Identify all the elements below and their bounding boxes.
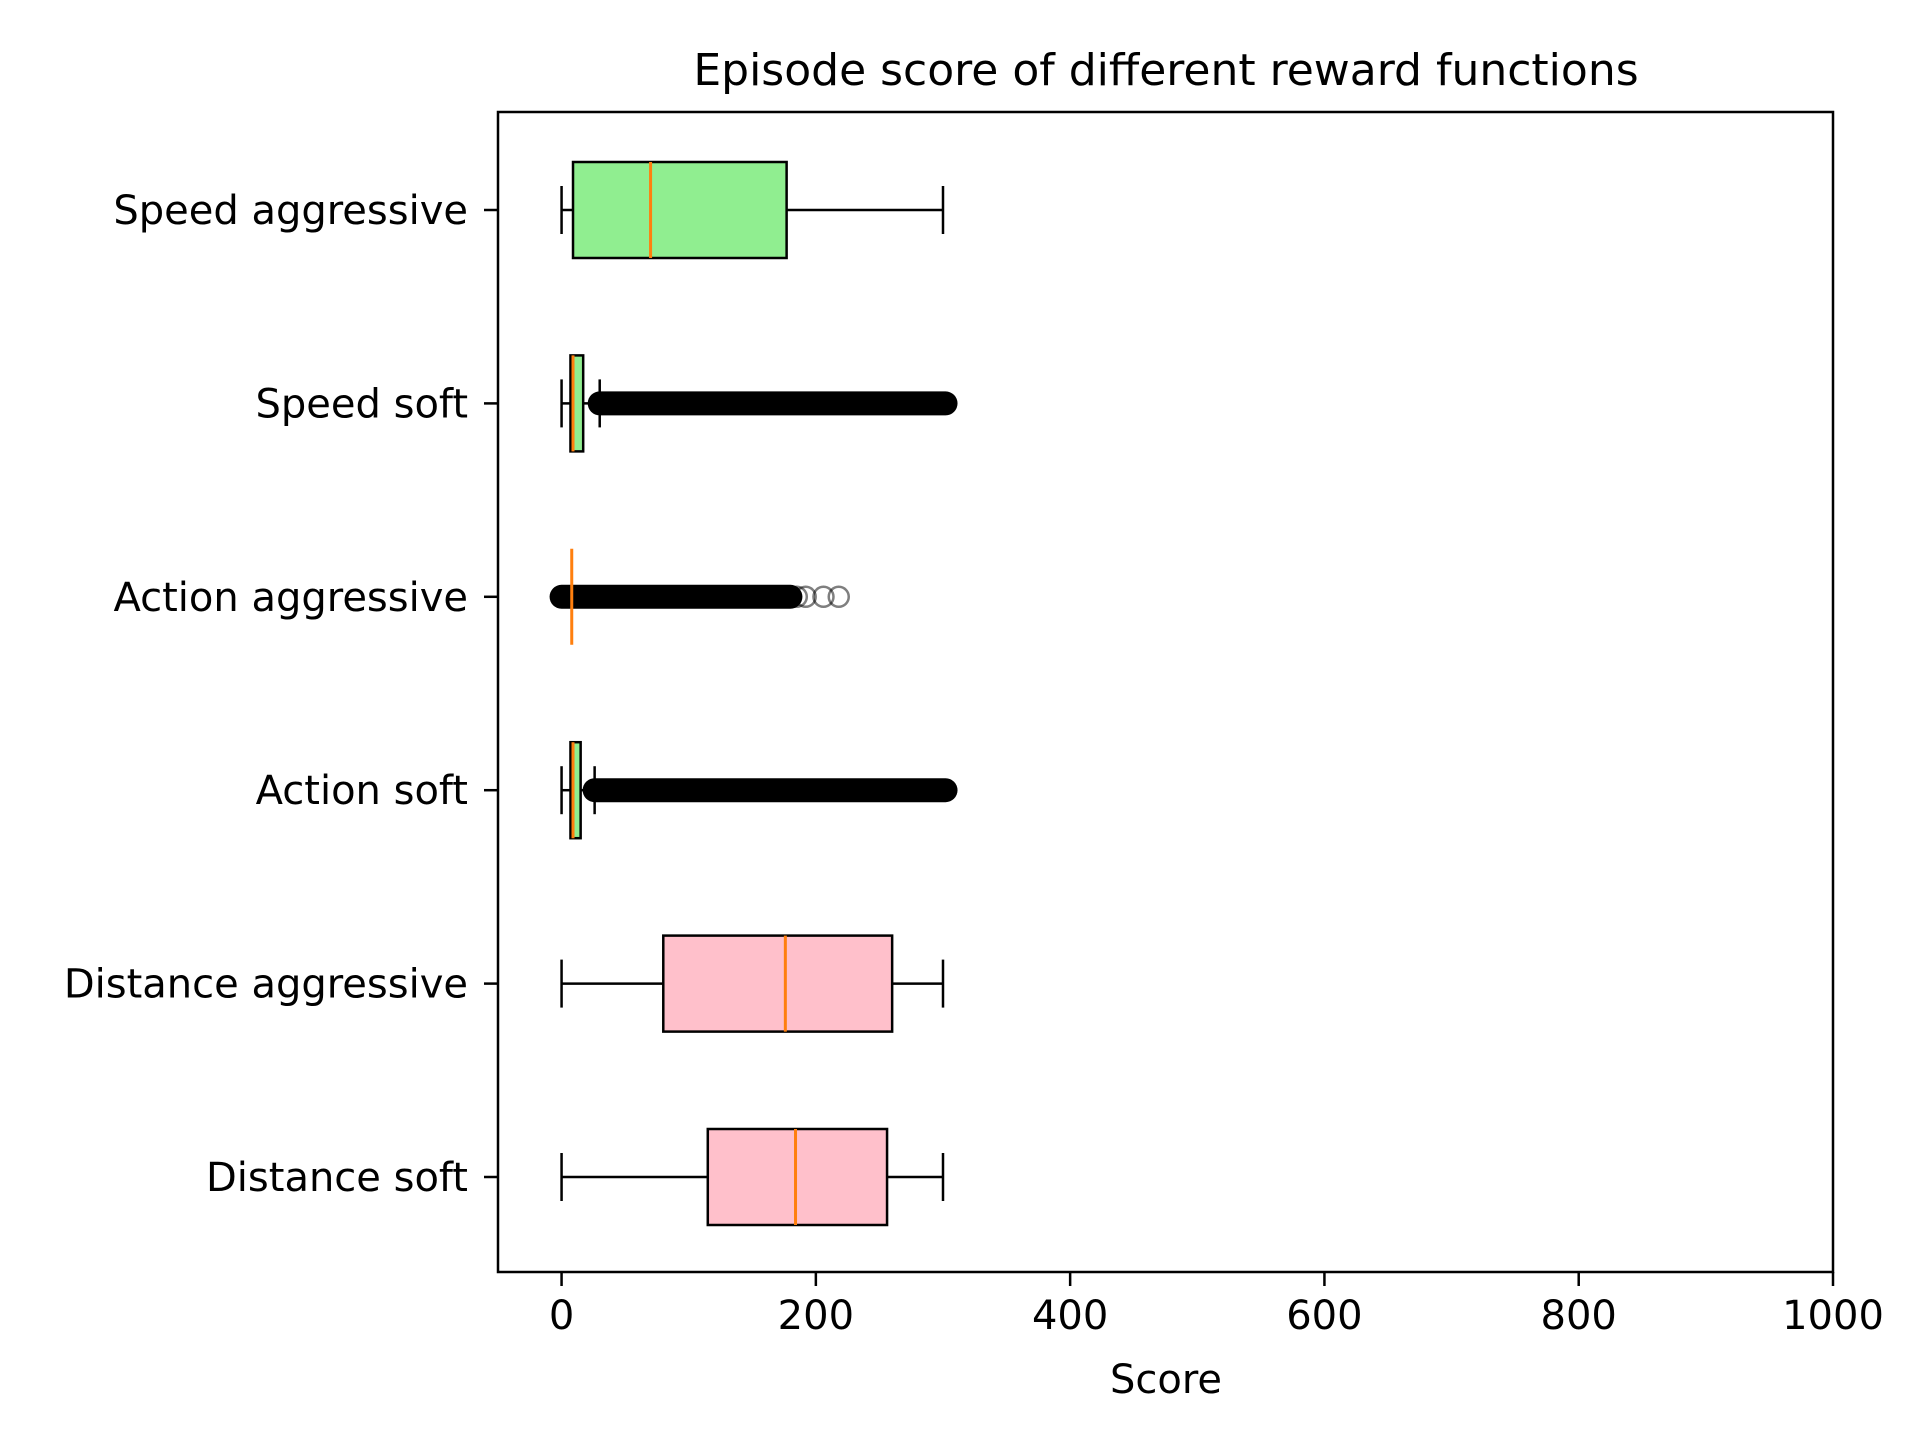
y-tick-label-distance-soft: Distance soft: [206, 1155, 468, 1201]
axes: Speed aggressive Speed soft Action aggress…: [64, 188, 1884, 1339]
plot-area: [549, 160, 958, 1227]
y-tick-label-speed-aggressive: Speed aggressive: [113, 188, 468, 234]
box-speed-aggressive: [560, 160, 945, 260]
outlier-point-action-aggressive-7: [827, 585, 850, 609]
box-speed-soft: [560, 354, 958, 453]
outlier-point-action-aggressive-3: [779, 585, 802, 609]
x-tick-label-400: 400: [1032, 1293, 1108, 1339]
iqr-box-speed-aggressive: [571, 160, 788, 260]
box-distance-soft: [560, 1127, 945, 1227]
x-tick-label-600: 600: [1286, 1293, 1362, 1339]
iqr-box-action-soft: [569, 740, 582, 840]
y-tick-label-action-soft: Action soft: [256, 768, 468, 814]
plot-frame: [496, 110, 1835, 1274]
x-axis-title: Score: [1110, 1357, 1222, 1403]
iqr-box-distance-aggressive: [662, 934, 894, 1033]
x-tick-label-800: 800: [1541, 1293, 1617, 1339]
y-tick-label-action-aggressive: Action aggressive: [113, 575, 468, 621]
outlier-point-action-aggressive-5: [794, 585, 817, 609]
box-action-aggressive: [549, 548, 850, 645]
chart-title: Episode score of different reward functi…: [693, 45, 1638, 96]
box-action-soft: [560, 740, 958, 840]
y-tick-label-distance-aggressive: Distance aggressive: [64, 962, 468, 1008]
iqr-box-distance-soft: [706, 1127, 889, 1227]
outlier-point-action-aggressive-4: [785, 585, 809, 609]
outlier-point-action-aggressive-6: [812, 585, 835, 609]
y-tick-label-speed-soft: Speed soft: [256, 381, 468, 427]
x-tick-label-0: 0: [549, 1293, 574, 1339]
x-tick-label-1000: 1000: [1782, 1293, 1884, 1339]
x-tick-label-200: 200: [778, 1293, 854, 1339]
box-distance-aggressive: [560, 934, 945, 1033]
